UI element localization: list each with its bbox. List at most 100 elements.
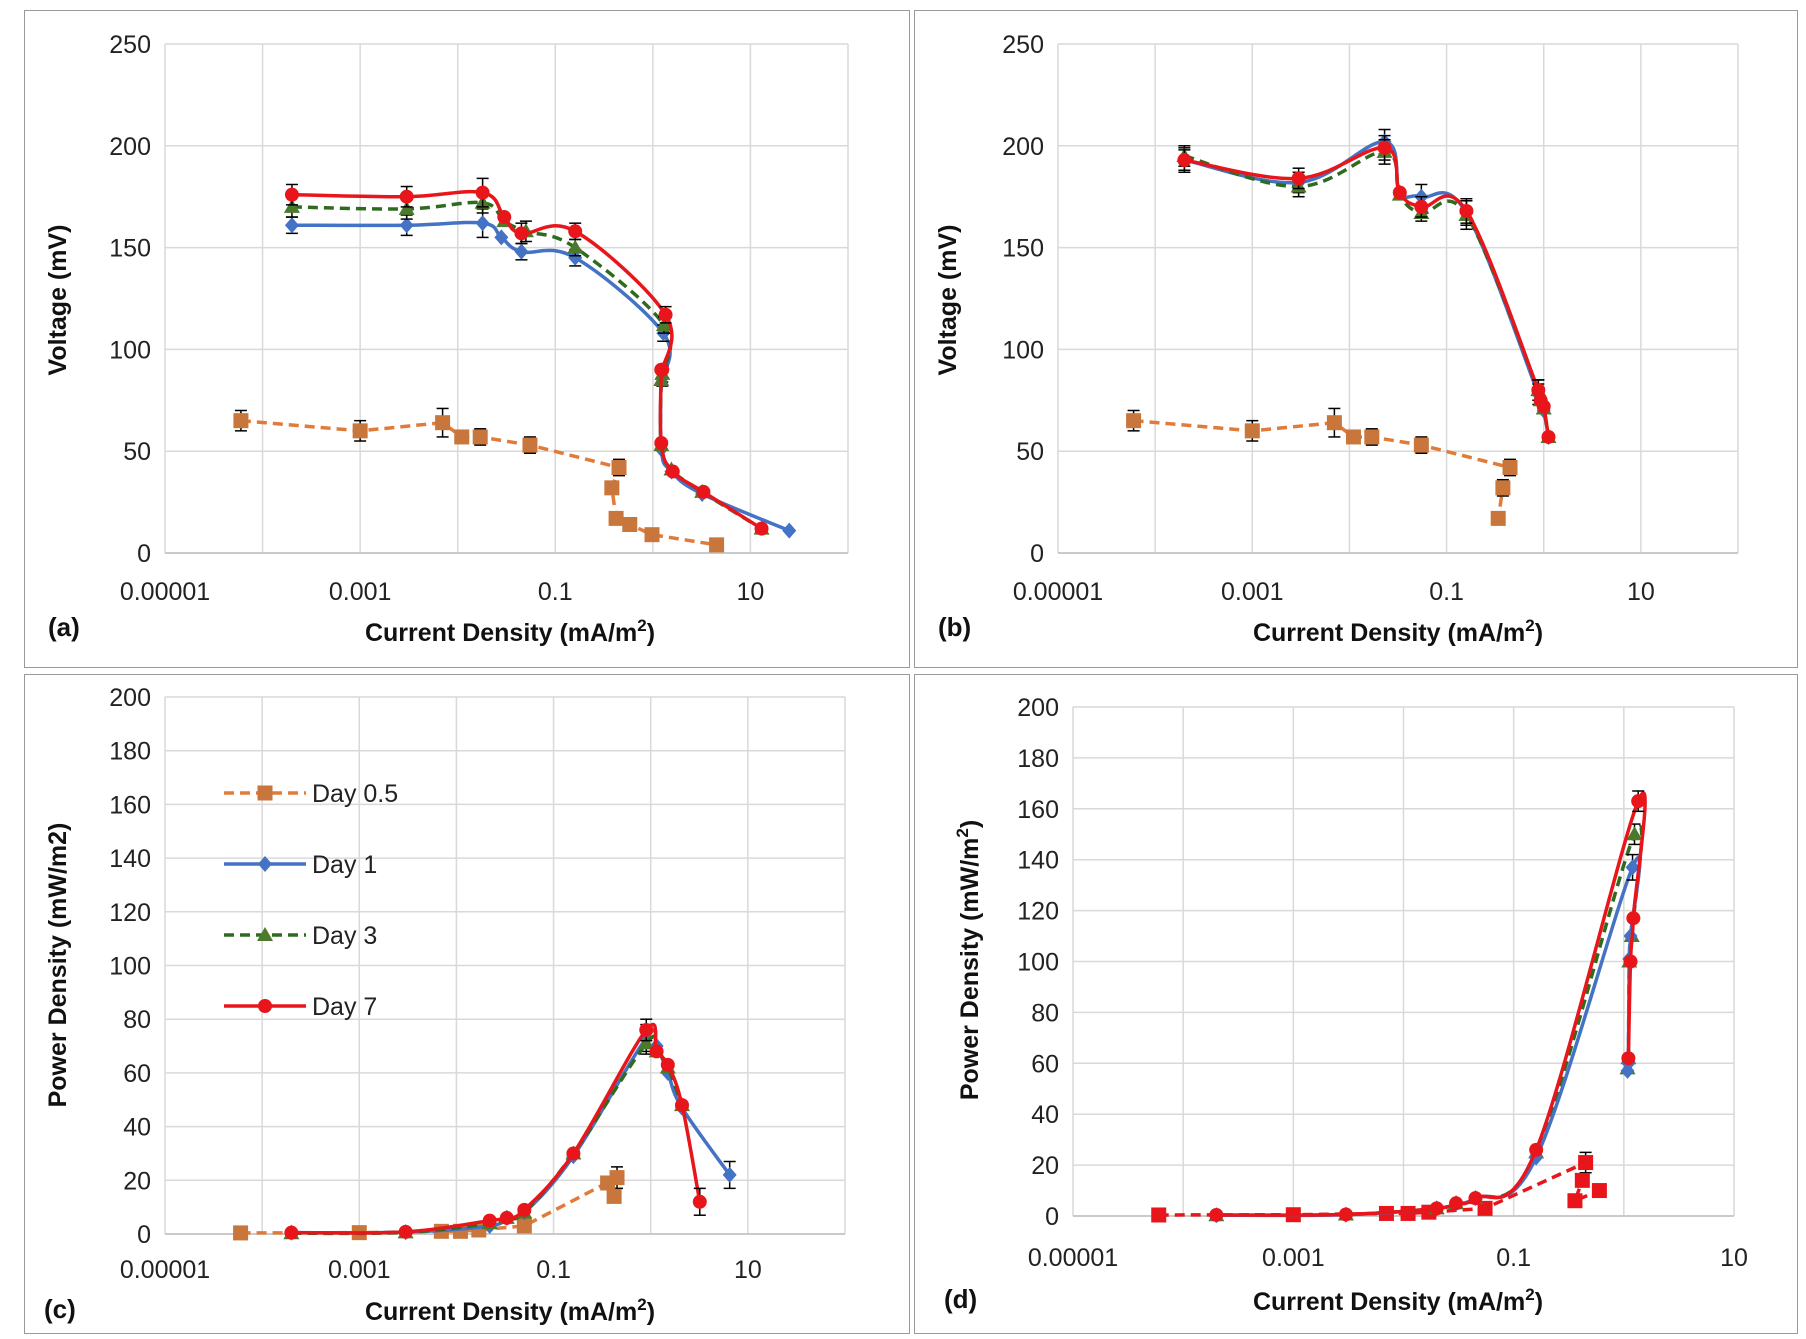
data-point	[1429, 1201, 1444, 1216]
data-point	[1620, 1062, 1635, 1079]
legend-marker	[258, 856, 272, 872]
data-point	[1377, 140, 1392, 155]
data-point	[649, 1044, 664, 1059]
data-point	[1413, 437, 1429, 453]
series-line	[1183, 150, 1551, 438]
data-point	[709, 537, 725, 553]
series-line	[291, 1022, 702, 1235]
y-tick-label: 40	[1031, 1101, 1059, 1129]
series-line	[1133, 418, 1512, 519]
x-tick-label: 0.1	[1496, 1244, 1531, 1272]
data-point	[1126, 413, 1142, 429]
panel-label: (a)	[48, 612, 80, 642]
y-tick-label: 160	[1017, 796, 1059, 824]
data-point	[1449, 1196, 1464, 1211]
x-tick-label: 0.1	[1429, 578, 1464, 606]
x-tick-label: 0.00001	[1013, 578, 1103, 606]
data-point	[1502, 459, 1518, 475]
y-tick-label: 200	[109, 133, 151, 161]
legend-marker	[257, 927, 273, 941]
data-point	[1631, 794, 1646, 809]
data-point	[567, 239, 584, 254]
panel-c	[24, 674, 910, 1334]
y-axis-title: Power Density (mW/m2)	[44, 823, 72, 1108]
y-tick-label: 120	[1017, 898, 1059, 926]
data-point	[499, 1210, 514, 1225]
data-point	[522, 437, 538, 453]
y-tick-label: 120	[109, 899, 151, 927]
chart-c: 0 20 40 60 80 100 120 140 160 180 200 0.00001 0.001 0…	[44, 684, 846, 1326]
series-day7	[284, 1018, 707, 1240]
y-tick-label: 50	[1016, 438, 1044, 466]
y-axis-title: Power Density (mW/m2)	[953, 820, 984, 1100]
data-point	[1364, 429, 1380, 445]
data-point	[1536, 399, 1551, 414]
data-point	[1541, 429, 1556, 444]
x-tick-label: 10	[734, 1256, 762, 1284]
y-tick-label: 60	[123, 1060, 151, 1088]
legend-item-day1: Day 1	[224, 851, 377, 879]
data-point	[494, 229, 509, 246]
data-point	[497, 210, 512, 225]
series-day1	[284, 208, 797, 539]
data-point	[696, 484, 711, 499]
x-tick-label: 0.00001	[120, 578, 210, 606]
data-point	[665, 464, 680, 479]
y-tick-label: 100	[1002, 336, 1044, 364]
series-day7	[284, 177, 769, 536]
data-point	[658, 307, 673, 322]
data-point	[398, 200, 415, 215]
y-tick-label: 20	[1031, 1152, 1059, 1180]
data-point	[568, 249, 583, 266]
data-point	[1291, 171, 1306, 186]
panel-b	[914, 10, 1798, 668]
data-point	[639, 1022, 654, 1037]
data-point	[566, 1146, 581, 1161]
data-point	[692, 1194, 707, 1209]
y-tick-label: 0	[1030, 540, 1044, 568]
legend: Day 0.5 Day 1 Day 3 Day 7	[224, 780, 398, 1021]
data-point	[516, 1218, 532, 1234]
panel-label: (c)	[44, 1294, 76, 1324]
data-point	[1151, 1207, 1167, 1223]
data-point	[352, 423, 368, 439]
y-axis-title: Voltage (mV)	[44, 225, 72, 376]
data-point	[1209, 1207, 1224, 1222]
y-tick-label: 150	[109, 235, 151, 263]
data-point	[514, 243, 529, 260]
data-point	[1459, 203, 1474, 218]
series-line	[1184, 146, 1551, 438]
y-tick-label: 40	[123, 1114, 151, 1142]
legend-label: Day 3	[312, 922, 377, 950]
data-point	[1574, 1172, 1590, 1188]
data-point	[1578, 1155, 1594, 1171]
panel-label: (b)	[938, 612, 971, 642]
y-tick-label: 50	[123, 438, 151, 466]
y-tick-label: 100	[109, 953, 151, 981]
legend-marker	[257, 785, 273, 801]
panel-label: (d)	[944, 1284, 977, 1314]
x-tick-label: 0.001	[329, 578, 392, 606]
data-point	[1244, 423, 1260, 439]
legend-label: Day 0.5	[312, 780, 398, 808]
data-point	[600, 1175, 616, 1191]
data-point	[1621, 1051, 1636, 1066]
series-day05	[233, 407, 725, 553]
x-axis-title: Current Density (mA/m2)	[1253, 616, 1543, 647]
x-tick-label: 0.00001	[1028, 1244, 1118, 1272]
y-tick-label: 20	[123, 1167, 151, 1195]
x-axis-title: Current Density (mA/m2)	[365, 1295, 655, 1326]
data-point	[608, 510, 624, 526]
y-axis-title: Voltage (mV)	[934, 225, 962, 376]
data-point	[611, 459, 627, 475]
data-point	[722, 1166, 737, 1183]
x-axis-title: Current Density (mA/m2)	[1253, 1285, 1543, 1316]
y-tick-label: 60	[1031, 1050, 1059, 1078]
data-point	[1625, 859, 1640, 876]
data-point	[233, 413, 249, 429]
y-tick-label: 200	[1017, 694, 1059, 722]
data-point	[606, 1188, 622, 1204]
x-tick-label: 10	[1627, 578, 1655, 606]
data-point	[472, 429, 488, 445]
